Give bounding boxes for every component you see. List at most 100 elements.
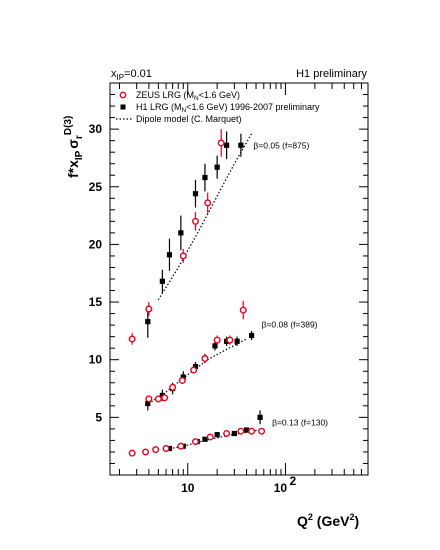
zeus-point — [142, 448, 150, 456]
x-axis-label: Q2 (GeV2) — [297, 512, 359, 529]
zeus-point — [206, 433, 214, 441]
zeus-marker — [258, 427, 266, 435]
zeus-marker — [162, 444, 170, 452]
zeus-marker — [213, 336, 221, 344]
zeus-marker — [179, 252, 187, 260]
h1-point — [257, 410, 263, 425]
dipole-model-curve — [157, 133, 253, 301]
h1-point — [243, 427, 250, 433]
h1-marker — [248, 332, 255, 339]
h1-point — [202, 163, 208, 192]
zeus-marker — [237, 427, 245, 435]
header-left: xIP=0.01 — [111, 68, 152, 82]
y-tick-label: 30 — [89, 122, 103, 136]
legend-label-h1: H1 LRG (MN<1.6 GeV) 1996-2007 preliminar… — [136, 102, 320, 114]
h1-point — [202, 436, 208, 442]
data-points — [128, 129, 266, 457]
legend: ZEUS LRG (MN<1.6 GeV) H1 LRG (MN<1.6 GeV… — [116, 90, 320, 124]
h1-point — [159, 269, 165, 293]
h1-marker — [243, 427, 250, 433]
zeus-marker — [128, 335, 136, 343]
zeus-point — [201, 355, 209, 363]
x-tick-label: 10 — [181, 481, 195, 495]
zeus-point — [161, 394, 169, 402]
h1-marker — [202, 174, 208, 181]
h1-point — [238, 133, 244, 157]
legend-marker-zeus — [119, 91, 127, 99]
y-tick-label: 5 — [95, 410, 102, 424]
zeus-point — [217, 129, 225, 157]
h1-point — [214, 432, 220, 438]
plot-frame — [109, 82, 369, 476]
header-right: H1 preliminary — [296, 68, 367, 80]
h1-marker — [178, 230, 184, 236]
h1-marker — [214, 164, 220, 170]
h1-marker — [159, 278, 165, 284]
h1-marker — [192, 191, 199, 197]
h1-marker — [145, 400, 151, 407]
zeus-marker — [128, 449, 136, 457]
zeus-point — [237, 427, 245, 435]
zeus-marker — [204, 199, 212, 207]
h1-marker — [224, 142, 230, 148]
zeus-point — [154, 395, 162, 403]
zeus-point — [223, 429, 231, 437]
zeus-marker — [226, 336, 234, 344]
zeus-point — [162, 444, 170, 452]
zeus-point — [190, 366, 198, 374]
legend-label-zeus: ZEUS LRG (MN<1.6 GeV) — [136, 90, 240, 102]
h1-point — [231, 430, 237, 437]
zeus-point — [177, 442, 185, 450]
x-axis: 10 10 2 — [118, 83, 369, 495]
zeus-marker — [177, 442, 185, 450]
y-tick-label: 10 — [89, 353, 103, 367]
h1-point — [192, 179, 199, 208]
zeus-point — [178, 376, 186, 384]
h1-marker — [234, 338, 240, 344]
zeus-point — [145, 302, 153, 316]
x-tick-label-exponent: 2 — [289, 474, 296, 488]
zeus-point — [226, 335, 234, 345]
h1-point — [224, 131, 230, 160]
h1-marker — [202, 436, 208, 442]
h1-marker — [192, 364, 199, 370]
h1-marker — [166, 252, 173, 258]
zeus-marker — [145, 395, 153, 403]
zeus-marker — [223, 429, 231, 437]
h1-point — [234, 336, 240, 346]
zeus-marker — [142, 448, 150, 456]
zeus-marker — [152, 446, 160, 454]
zeus-marker — [191, 438, 199, 446]
h1-point — [214, 155, 220, 179]
beta-annotation: β=0.08 (f=389) — [262, 319, 318, 329]
zeus-marker — [248, 427, 256, 435]
zeus-marker — [191, 217, 199, 225]
zeus-marker — [178, 376, 186, 384]
h1-marker — [257, 414, 263, 420]
h1-marker — [214, 432, 220, 438]
zeus-point — [169, 383, 177, 391]
zeus-point — [258, 427, 266, 435]
h1-marker — [238, 142, 244, 148]
zeus-point — [239, 300, 247, 320]
h1-point — [248, 330, 255, 341]
beta-annotation: β=0.13 (f=130) — [272, 417, 328, 427]
h1-marker — [180, 374, 186, 380]
zeus-point — [191, 212, 199, 231]
h1-marker — [212, 343, 218, 349]
zeus-marker — [217, 139, 225, 147]
legend-marker-h1 — [120, 104, 126, 110]
h1-point — [166, 238, 173, 271]
zeus-marker — [145, 305, 153, 313]
y-tick-label: 15 — [89, 295, 103, 309]
zeus-marker — [154, 395, 162, 403]
zeus-point — [204, 192, 212, 214]
dipole-model-curve — [145, 338, 247, 407]
zeus-marker — [169, 383, 177, 391]
beta-annotation: β=0.05 (f=875) — [253, 141, 309, 151]
y-tick-label: 25 — [89, 180, 103, 194]
zeus-point — [145, 395, 153, 403]
x-tick-label: 10 — [274, 481, 288, 495]
zeus-point — [248, 427, 256, 435]
